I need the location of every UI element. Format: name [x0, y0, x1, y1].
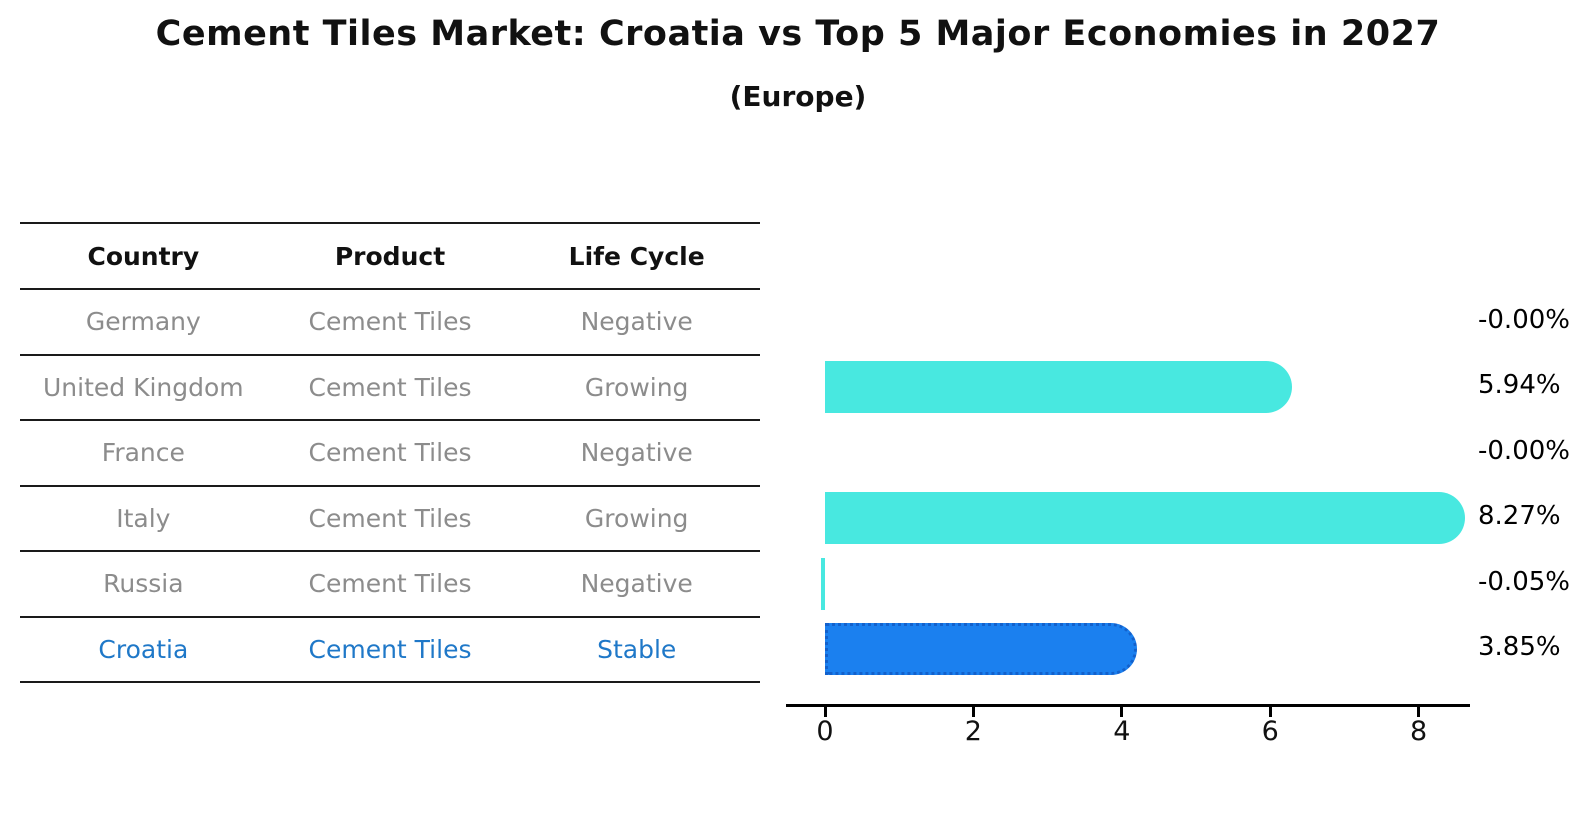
bar-italy: [825, 492, 1465, 544]
country-cell: Germany: [85, 307, 201, 337]
country-cell: United Kingdom: [43, 372, 244, 402]
x-axis-tick: [1120, 707, 1124, 717]
table-row: France Cement Tiles Negative: [20, 419, 760, 485]
lifecycle-cell: Stable: [597, 634, 677, 664]
comparison-table: Country Product Life Cycle Germany Cemen…: [20, 222, 760, 683]
table-bottom-rule: [20, 681, 760, 683]
header-country: Country: [87, 241, 200, 271]
x-axis-tick-label: 6: [1261, 716, 1279, 747]
value-label: -0.00%: [1478, 435, 1570, 466]
lifecycle-cell: Growing: [584, 372, 689, 402]
x-axis-tick: [1417, 707, 1421, 717]
country-cell: Italy: [116, 503, 171, 533]
country-cell: Croatia: [98, 634, 189, 664]
table-row: Italy Cement Tiles Growing: [20, 484, 760, 551]
page-title: Cement Tiles Market: Croatia vs Top 5 Ma…: [155, 14, 1441, 54]
table-row: Croatia Cement Tiles Stable: [20, 615, 760, 682]
lifecycle-cell: Negative: [580, 438, 693, 468]
product-cell: Cement Tiles: [308, 307, 472, 337]
bar-russia: [821, 557, 826, 610]
product-cell: Cement Tiles: [308, 503, 472, 533]
x-axis-tick-label: 0: [816, 716, 834, 747]
x-axis-tick-label: 8: [1410, 716, 1428, 747]
value-label: 3.85%: [1478, 632, 1561, 662]
product-cell: Cement Tiles: [308, 438, 472, 468]
product-cell: Cement Tiles: [308, 372, 472, 402]
x-axis-tick: [823, 707, 827, 717]
country-cell: Russia: [103, 569, 184, 599]
table-header-row: Country Product Life Cycle: [20, 222, 760, 288]
header-product: Product: [334, 241, 446, 271]
value-label: 8.27%: [1478, 501, 1561, 531]
x-axis-tick: [971, 707, 975, 717]
x-axis-tick-label: 2: [964, 716, 982, 747]
value-label: 5.94%: [1478, 370, 1561, 400]
country-cell: France: [101, 438, 185, 468]
product-cell: Cement Tiles: [308, 634, 472, 664]
bar-croatia: [825, 623, 1137, 675]
table-row: Russia Cement Tiles Negative: [20, 550, 760, 616]
bar-united-kingdom: [825, 361, 1292, 413]
table-row: United Kingdom Cement Tiles Growing: [20, 353, 760, 420]
value-label: -0.05%: [1478, 566, 1570, 597]
x-axis-tick: [1268, 707, 1272, 717]
x-axis-tick-label: 4: [1113, 716, 1131, 747]
page-subtitle: (Europe): [729, 80, 867, 113]
value-label: -0.00%: [1478, 304, 1570, 335]
lifecycle-cell: Negative: [580, 569, 693, 599]
table-body: Germany Cement Tiles Negative United Kin…: [20, 288, 760, 681]
lifecycle-cell: Growing: [584, 503, 689, 533]
lifecycle-cell: Negative: [580, 307, 693, 337]
header-life-cycle: Life Cycle: [568, 241, 705, 271]
product-cell: Cement Tiles: [308, 569, 472, 599]
table-row: Germany Cement Tiles Negative: [20, 288, 760, 354]
x-axis-line: [786, 704, 1470, 707]
